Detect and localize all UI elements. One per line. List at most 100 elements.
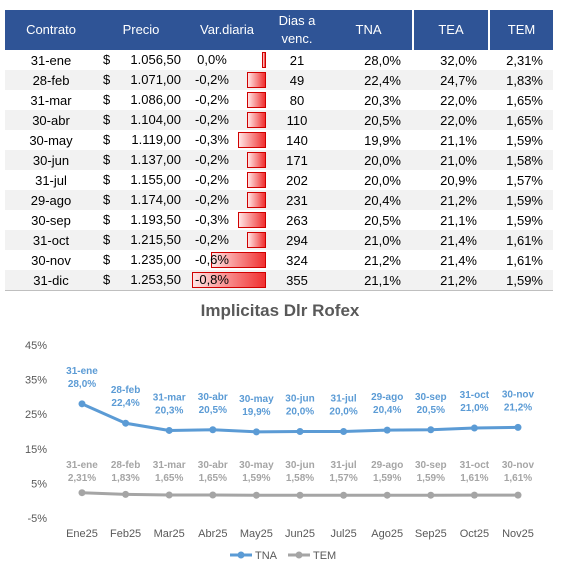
cell-var: -0,2%: [185, 70, 269, 90]
data-label-value: 20,0%: [329, 407, 357, 418]
cell-tea: 21,0%: [413, 150, 489, 170]
data-label-value: 20,3%: [155, 405, 183, 416]
var-bar: [247, 72, 266, 88]
y-tick-label: -5%: [27, 513, 47, 525]
cell-var: -0,2%: [185, 190, 269, 210]
cell-tea: 21,1%: [413, 210, 489, 230]
cell-var: -0,6%: [185, 250, 269, 270]
chart-title: Implicitas Dlr Rofex: [201, 301, 360, 320]
y-tick-label: 5%: [31, 478, 47, 490]
cell-price-value: 1.119,00: [131, 132, 181, 147]
var-bar: [262, 52, 266, 68]
data-label-value: 19,9%: [242, 407, 270, 418]
cell-var: -0,2%: [185, 170, 269, 190]
var-bar: [247, 172, 266, 188]
cell-contract: 29-ago: [5, 190, 97, 210]
data-point-tem: [470, 491, 478, 499]
data-label-date: 30-nov: [502, 460, 535, 471]
data-label-date: 31-mar: [153, 460, 186, 471]
table-row: 31-jul $1.155,00 -0,2% 202 20,0% 20,9% 1,57%: [5, 170, 553, 190]
data-label-value: 2,31%: [68, 473, 96, 484]
cell-var-value: -0,2%: [195, 72, 229, 87]
x-tick-label: Oct25: [460, 528, 489, 540]
data-label-date: 29-ago: [371, 392, 403, 403]
cell-currency: $: [103, 272, 111, 287]
cell-price-value: 1.235,00: [130, 252, 181, 267]
header-days-line2: venc.: [281, 31, 313, 46]
futures-table: Contrato Precio Var.diaria Dias a venc. …: [5, 10, 553, 291]
cell-tea: 32,0%: [413, 50, 489, 70]
cell-tem: 1,61%: [489, 230, 553, 250]
data-label-date: 30-jun: [285, 460, 314, 471]
cell-days: 231: [269, 190, 325, 210]
cell-tem: 1,59%: [489, 270, 553, 291]
header-tea: TEA: [412, 10, 490, 50]
cell-tem: 1,65%: [489, 110, 553, 130]
data-label-date: 30-sep: [415, 392, 447, 403]
cell-tna: 21,1%: [325, 270, 413, 291]
cell-price-value: 1.193,50: [130, 212, 181, 227]
cell-var-value: -0,2%: [195, 92, 229, 107]
data-label-value: 1,59%: [242, 473, 270, 484]
header-tem: TEM: [489, 10, 553, 50]
cell-tea: 20,9%: [413, 170, 489, 190]
cell-price: $1.086,00: [97, 90, 185, 110]
x-tick-label: Ago25: [371, 528, 403, 540]
cell-currency: $: [103, 52, 111, 67]
cell-days: 49: [269, 70, 325, 90]
data-label-value: 1,58%: [286, 473, 314, 484]
data-label-value: 21,0%: [460, 403, 488, 414]
cell-var: -0,8%: [185, 270, 269, 291]
data-label-date: 29-ago: [371, 460, 403, 471]
data-label-value: 1,65%: [155, 473, 183, 484]
data-label-value: 1,61%: [460, 473, 488, 484]
cell-tna: 21,0%: [325, 230, 413, 250]
data-point-tna: [209, 426, 217, 434]
table-row: 31-dic $1.253,50 -0,8% 355 21,1% 21,2% 1,59%: [5, 270, 553, 291]
var-bar: [247, 152, 266, 168]
cell-tna: 20,4%: [325, 190, 413, 210]
y-tick-label: 15%: [25, 444, 47, 456]
x-tick-label: Feb25: [110, 528, 141, 540]
cell-days: 294: [269, 230, 325, 250]
x-tick-label: May25: [240, 528, 273, 540]
x-tick-label: Mar25: [154, 528, 185, 540]
y-axis-ticks: 45% 35% 25% 15% 5% -5%: [25, 340, 47, 525]
cell-var-value: 0,0%: [197, 52, 227, 67]
data-point-tem: [122, 490, 130, 498]
cell-contract: 30-may: [5, 130, 97, 150]
data-point-tem: [252, 491, 260, 499]
cell-price-value: 1.071,00: [130, 72, 181, 87]
cell-var-value: -0,2%: [195, 192, 229, 207]
data-label-value: 28,0%: [68, 379, 96, 390]
chart-legend: TNA TEM: [230, 550, 336, 562]
data-label-date: 31-oct: [460, 460, 490, 471]
cell-price-value: 1.056,50: [130, 52, 181, 67]
data-label-value: 20,0%: [286, 407, 314, 418]
cell-tea: 21,2%: [413, 190, 489, 210]
cell-price: $1.119,00: [97, 130, 185, 150]
cell-var-value: -0,2%: [195, 232, 229, 247]
implied-rates-chart: Implicitas Dlr Rofex 45% 35% 25% 15% 5% -5% E…: [25, 301, 535, 562]
x-tick-label: Abr25: [198, 528, 227, 540]
cell-var: -0,2%: [185, 90, 269, 110]
cell-var-value: -0,3%: [195, 212, 229, 227]
table-row: 31-mar $1.086,00 -0,2% 80 20,3% 22,0% 1,65%: [5, 90, 553, 110]
cell-price: $1.155,00: [97, 170, 185, 190]
cell-contract: 30-jun: [5, 150, 97, 170]
cell-tem: 1,65%: [489, 90, 553, 110]
cell-days: 263: [269, 210, 325, 230]
data-point-tem: [78, 489, 86, 497]
table-row: 28-feb $1.071,00 -0,2% 49 22,4% 24,7% 1,83%: [5, 70, 553, 90]
cell-var: -0,3%: [185, 130, 269, 150]
cell-price-value: 1.215,50: [130, 232, 181, 247]
legend-label: TEM: [313, 550, 336, 562]
cell-var-value: -0,2%: [195, 112, 229, 127]
cell-contract: 30-sep: [5, 210, 97, 230]
cell-days: 355: [269, 270, 325, 291]
cell-tea: 21,2%: [413, 270, 489, 291]
cell-days: 324: [269, 250, 325, 270]
var-bar: [247, 112, 266, 128]
cell-var: 0,0%: [185, 50, 269, 70]
data-label-value: 21,2%: [504, 402, 532, 413]
